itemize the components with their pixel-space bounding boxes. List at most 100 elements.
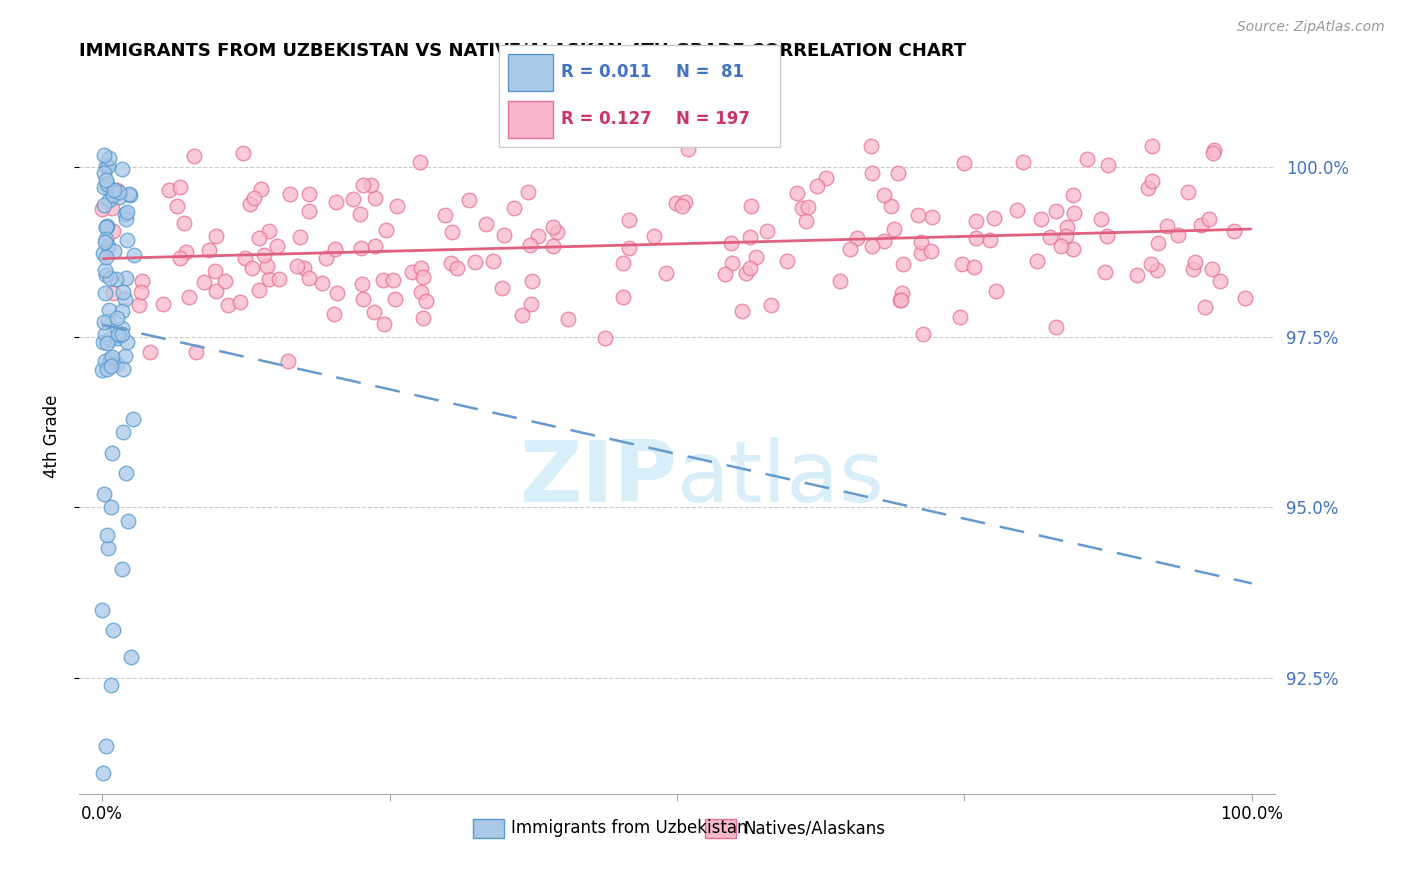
Point [111, 285, 134, 300]
Point [516, 185, 538, 199]
Point [97, 314, 120, 328]
Point [1045, 319, 1067, 334]
Point [107, 190, 129, 204]
Point [105, 311, 128, 326]
Point [91, 362, 114, 376]
Point [412, 269, 434, 284]
Point [266, 239, 288, 253]
Point [120, 650, 142, 665]
Point [111, 327, 134, 342]
Point [910, 245, 932, 260]
Point [97, 238, 120, 252]
Point [1094, 265, 1116, 279]
Point [890, 293, 912, 308]
Point [740, 199, 762, 213]
Point [107, 327, 129, 342]
Point [239, 197, 262, 211]
Point [1140, 257, 1163, 271]
Point [298, 203, 321, 218]
Point [103, 224, 125, 238]
Point [100, 359, 122, 373]
Point [311, 276, 333, 290]
Point [759, 298, 782, 312]
Point [292, 260, 315, 275]
Point [243, 191, 266, 205]
Point [298, 271, 321, 285]
Point [775, 254, 797, 268]
Point [152, 297, 174, 311]
Point [382, 272, 405, 286]
Point [546, 225, 568, 239]
Point [676, 142, 699, 156]
Point [117, 186, 139, 201]
Point [97, 541, 120, 556]
Point [446, 260, 468, 275]
Point [120, 187, 142, 202]
Point [593, 331, 616, 345]
Point [1209, 274, 1232, 288]
Point [364, 239, 387, 253]
Point [232, 146, 254, 161]
Point [1049, 239, 1071, 253]
Point [464, 255, 486, 269]
Point [738, 260, 761, 275]
Point [373, 317, 395, 331]
Point [352, 292, 374, 306]
Point [114, 467, 136, 481]
Point [97, 194, 120, 208]
Point [965, 231, 987, 245]
Point [98, 152, 121, 166]
Point [527, 229, 550, 244]
Point [1062, 242, 1084, 256]
Point [873, 187, 896, 202]
Point [806, 179, 828, 194]
Point [114, 207, 136, 221]
Point [98, 270, 121, 285]
Point [373, 272, 395, 286]
Point [1167, 227, 1189, 242]
Point [921, 210, 943, 224]
Point [1184, 255, 1206, 269]
Point [204, 264, 226, 278]
Point [100, 678, 122, 692]
Point [96, 173, 118, 187]
Point [409, 285, 432, 300]
Point [94, 354, 117, 368]
Point [796, 200, 818, 214]
Point [101, 623, 124, 637]
Point [1140, 174, 1163, 188]
Point [1097, 158, 1119, 172]
Point [411, 261, 433, 276]
Point [986, 285, 1008, 299]
Point [873, 235, 896, 249]
Point [838, 242, 860, 256]
Point [384, 292, 406, 306]
Text: R = 0.011: R = 0.011 [561, 63, 651, 81]
Point [755, 224, 778, 238]
Point [1234, 291, 1257, 305]
Point [122, 248, 145, 262]
Point [326, 286, 349, 301]
Point [1194, 300, 1216, 314]
Point [745, 250, 768, 264]
Point [256, 260, 278, 274]
Point [412, 311, 434, 326]
Text: Natives/Alaskans: Natives/Alaskans [742, 820, 884, 838]
Point [100, 332, 122, 346]
Point [94, 235, 117, 250]
Point [1063, 206, 1085, 220]
Point [1177, 186, 1199, 200]
Point [983, 211, 1005, 226]
Point [1147, 236, 1170, 251]
Point [111, 304, 134, 318]
Point [482, 254, 505, 268]
Text: Source: ZipAtlas.com: Source: ZipAtlas.com [1237, 20, 1385, 34]
Point [349, 241, 371, 255]
Point [503, 201, 526, 215]
Point [491, 281, 513, 295]
Text: N = 197: N = 197 [676, 111, 751, 128]
Point [713, 267, 735, 281]
Point [111, 161, 134, 176]
Point [655, 266, 678, 280]
Point [94, 250, 117, 264]
